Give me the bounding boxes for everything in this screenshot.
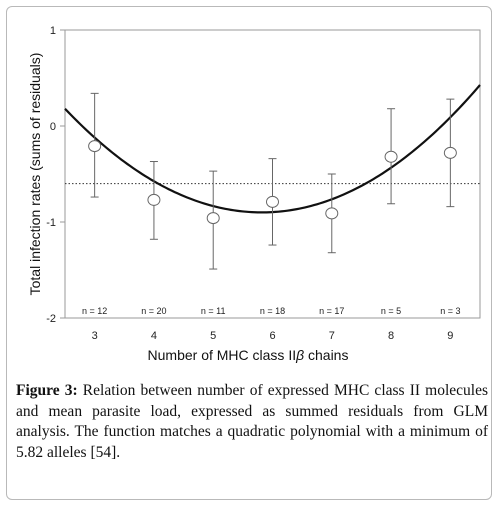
plot-area [64, 29, 481, 319]
x-tick-label-0: 3 [92, 330, 98, 342]
x-tick-label-6: 9 [447, 330, 453, 342]
point-marker [206, 212, 220, 225]
point-marker [325, 207, 339, 220]
data-point-1 [147, 161, 161, 240]
y-tick-label-0: 1 [50, 25, 56, 37]
x-axis-title-suffix: chains [308, 347, 348, 363]
sample-size-label-3: n = 18 [260, 306, 285, 316]
data-point-4 [325, 173, 339, 254]
sample-size-label-4: n = 17 [319, 306, 344, 316]
data-point-3 [266, 158, 279, 246]
point-marker [443, 146, 457, 159]
data-point-5 [384, 108, 398, 205]
point-marker [88, 140, 102, 153]
sample-size-label-5: n = 5 [381, 306, 401, 316]
x-axis: 3 4 5 6 7 8 9 [92, 330, 454, 342]
point-marker [266, 195, 279, 208]
caption-text: Relation between number of expressed MHC… [16, 382, 488, 461]
point-marker [384, 150, 398, 163]
x-axis-title-symbol: β [295, 347, 304, 363]
sample-size-label-2: n = 11 [201, 306, 226, 316]
x-tick-label-1: 4 [151, 330, 157, 342]
figure-frame [6, 6, 492, 500]
x-axis-title-main: Number of MHC class II [148, 347, 297, 363]
x-tick-label-5: 8 [388, 330, 394, 342]
x-tick-label-4: 7 [329, 330, 335, 342]
sample-size-labels: n = 12 n = 20 n = 11 n = 18 n = 17 n = 5 n = 3 [82, 306, 460, 316]
x-tick-label-2: 5 [210, 330, 216, 342]
data-points [88, 92, 457, 270]
y-axis-title: Total infection rates (sums of residuals… [27, 53, 43, 296]
y-tick-label-3: -2 [46, 313, 56, 325]
y-axis: 1 0 -1 -2 [46, 25, 65, 325]
data-point-6 [443, 98, 457, 208]
caption-label: Figure 3: [16, 382, 78, 399]
data-point-2 [206, 170, 220, 270]
y-tick-label-1: 0 [50, 121, 56, 133]
x-tick-label-3: 6 [269, 330, 275, 342]
sample-size-label-6: n = 3 [440, 306, 460, 316]
figure-caption: Figure 3: Relation between number of exp… [16, 381, 488, 463]
sample-size-label-1: n = 20 [141, 306, 166, 316]
y-tick-label-2: -1 [46, 217, 56, 229]
data-point-0 [88, 92, 102, 198]
x-axis-title: Number of MHC class IIβ chains [148, 347, 349, 363]
point-marker [147, 193, 161, 206]
sample-size-label-0: n = 12 [82, 306, 107, 316]
